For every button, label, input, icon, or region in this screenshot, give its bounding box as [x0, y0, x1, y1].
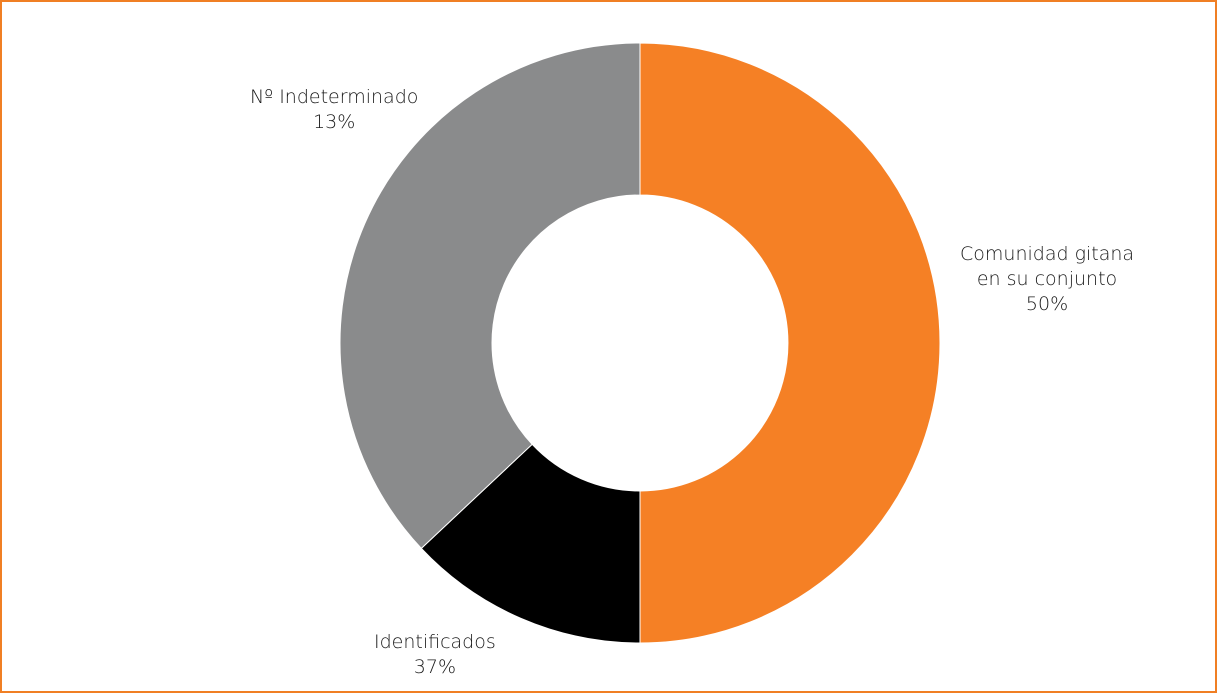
slice-comunidad-gitana: [639, 42, 941, 644]
slice-percent-label: 37%: [413, 656, 456, 678]
slice-identificados: [420, 443, 641, 644]
slice-percent-label: 50%: [1025, 293, 1069, 315]
slice-label-indeterminado: Nº Indeterminado 13%: [250, 85, 418, 135]
slice-label-line: Identificados: [374, 631, 496, 653]
slice-label-line: Nº Indeterminado: [250, 86, 419, 108]
slice-percent-label: 13%: [313, 111, 356, 133]
slice-label-identificados: Identificados 37%: [374, 630, 496, 680]
slice-label-comunidad-gitana: Comunidad gitana en su conjunto 50%: [960, 242, 1134, 317]
slice-indeterminado: [339, 42, 641, 550]
slice-label-line: Comunidad gitana: [960, 243, 1135, 265]
slice-label-line: en su conjunto: [976, 268, 1118, 290]
